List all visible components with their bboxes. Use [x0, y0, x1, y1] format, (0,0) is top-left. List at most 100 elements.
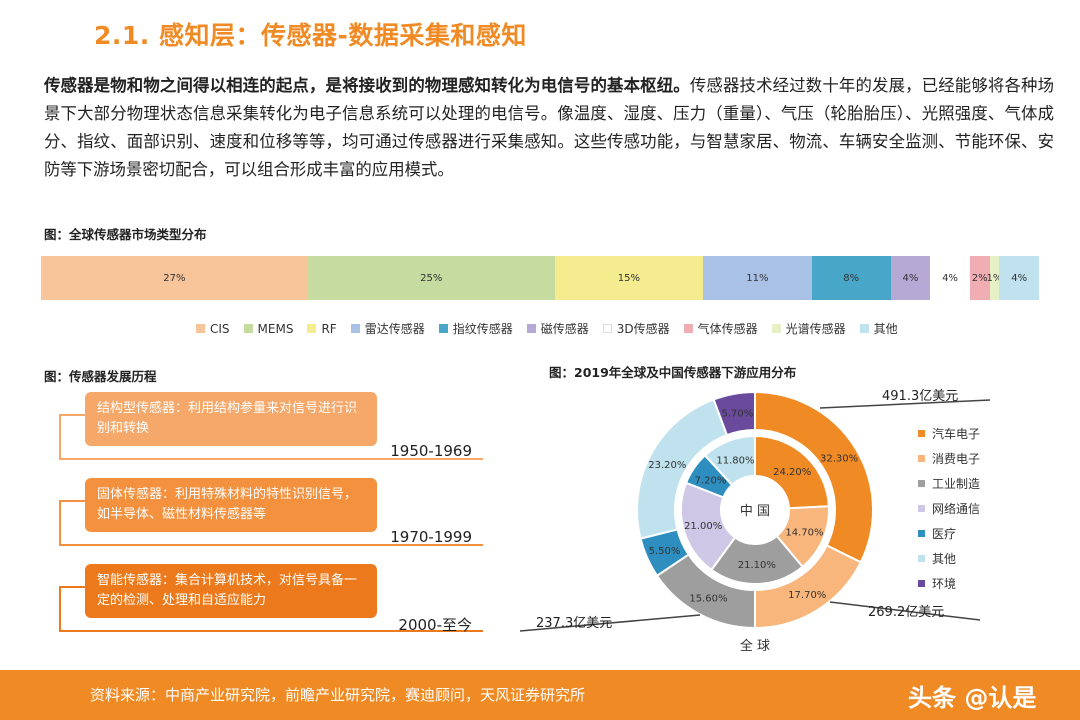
callout-line: [520, 614, 701, 632]
donut-legend-swatch: [918, 480, 925, 487]
legend-label: 3D传感器: [616, 322, 670, 336]
page-title: 2.1. 感知层：传感器-数据采集和感知: [94, 21, 527, 50]
legend-label: 雷达传感器: [364, 322, 425, 336]
figure1-caption: 图：全球传感器市场类型分布: [44, 227, 207, 242]
donut-legend-swatch: [918, 430, 925, 437]
timeline-bracket-stub: [59, 586, 87, 588]
bar-segment-label: 15%: [617, 272, 641, 284]
timeline-bracket-stub: [59, 414, 87, 416]
timeline-bracket-horizontal: [59, 544, 483, 546]
bar-segment-label: 11%: [746, 272, 769, 284]
donut-legend-label: 医疗: [932, 527, 956, 541]
donut-legend-swatch: [918, 555, 925, 562]
bar-segment: 4%: [999, 256, 1039, 300]
bar-segment-label: 8%: [843, 272, 860, 284]
figure2-caption: 图：传感器发展历程: [44, 369, 157, 384]
watermark-logo: 头条 @认是: [908, 684, 1037, 712]
bar-segment: 2%: [969, 256, 990, 300]
legend-item: 指纹传感器: [438, 320, 513, 337]
timeline-stage-box: 结构型传感器：利用结构参量来对信号进行识别和转换: [85, 392, 377, 446]
callout-label: 491.3亿美元: [882, 389, 958, 404]
timeline-bracket-vertical: [59, 414, 61, 460]
donut-legend-label: 消费电子: [932, 452, 980, 466]
global-ring-slice: [754, 390, 874, 564]
bar-segment-label: 25%: [420, 272, 443, 284]
source-note: 资料来源：中商产业研究院，前瞻产业研究院，赛迪顾问，天风证券研究所: [90, 686, 586, 704]
global-ring-label: 全 球: [740, 638, 770, 654]
bar-segment-label: 4%: [1011, 272, 1028, 284]
legend-swatch: [683, 324, 693, 333]
bar-segment: 1%: [986, 256, 1003, 300]
legend-item: 雷达传感器: [350, 320, 425, 337]
donut-legend-label: 网络通信: [932, 501, 980, 516]
timeline-years: 2000-至今: [398, 616, 472, 634]
legend-swatch: [771, 324, 781, 333]
donut-legend-label: 工业制造: [932, 477, 980, 491]
bar-segment: 25%: [307, 256, 555, 300]
legend-swatch: [526, 324, 536, 333]
legend-item: 磁传感器: [526, 320, 589, 337]
donut-legend-swatch: [918, 455, 925, 462]
china-ring-slice-label: 24.20%: [773, 467, 811, 478]
china-center-label: 中 国: [740, 504, 770, 519]
china-ring-slice-label: 11.80%: [716, 456, 754, 467]
global-ring-slice-label: 5.50%: [649, 546, 681, 557]
legend-item: 3D传感器: [602, 320, 670, 337]
timeline-bracket-horizontal: [59, 630, 483, 632]
legend-label: RF: [321, 321, 337, 336]
bar-segment: 11%: [703, 256, 812, 300]
china-ring-slice: [703, 434, 756, 487]
global-ring-slice-label: 5.70%: [721, 409, 753, 420]
china-ring-slice-label: 7.20%: [695, 475, 727, 486]
china-ring-slice-label: 21.00%: [684, 521, 722, 532]
legend-label: 光谱传感器: [785, 322, 846, 336]
legend-swatch: [243, 324, 253, 333]
bar-segment: 4%: [890, 256, 931, 300]
bar-segment: 4%: [930, 256, 970, 300]
timeline-bracket-stub: [59, 500, 87, 502]
bar-segment: 15%: [554, 256, 703, 300]
legend-swatch: [859, 324, 869, 333]
legend-label: 气体传感器: [697, 322, 758, 336]
timeline-stage-box: 智能传感器：集合计算机技术，对信号具备一定的检测、处理和自适应能力: [85, 564, 377, 618]
legend-swatch: [196, 324, 205, 333]
legend-item: MEMS: [243, 320, 294, 337]
china-ring-slice-label: 21.10%: [738, 560, 776, 571]
legend-item: 气体传感器: [683, 320, 758, 337]
legend-label: CIS: [210, 321, 230, 336]
timeline-bracket-vertical: [59, 500, 61, 546]
global-ring-slice-label: 32.30%: [820, 454, 858, 465]
legend-label: 指纹传感器: [452, 322, 513, 336]
intro-bold: 传感器是物和物之间得以相连的起点，是将接收到的物理感知转化为电信号的基本枢纽。: [44, 76, 690, 95]
bar-segment: 8%: [811, 256, 891, 300]
legend-item: 其他: [859, 320, 898, 337]
bar-segment-label: 4%: [902, 272, 919, 284]
donut-chart: 32.30% 17.70% 15.60% 5.50% 23.20% 5.70% 24.20%…: [520, 389, 991, 654]
china-ring-slice-label: 14.70%: [785, 528, 823, 539]
callout-line: [819, 399, 991, 409]
bar-segment: 27%: [41, 256, 308, 300]
legend-item: 光谱传感器: [771, 320, 846, 337]
legend-swatch: [307, 324, 317, 333]
donut-legend-label: 其他: [932, 552, 956, 566]
legend-label: 其他: [873, 322, 898, 336]
footer-bar: 资料来源：中商产业研究院，前瞻产业研究院，赛迪顾问，天风证券研究所 头条 @认是: [0, 670, 1080, 720]
legend-swatch: [350, 324, 360, 333]
stacked-bar-chart: 27% 25% 15% 11% 8% 4% 4% 2% 1% 4%: [41, 256, 1039, 300]
legend-item: CIS: [196, 320, 230, 337]
bar-segment-label: 1%: [986, 272, 1003, 284]
global-ring-slice-label: 15.60%: [689, 593, 727, 604]
donut-legend-swatch: [918, 505, 925, 512]
stacked-bar-legend: CIS MEMS RF 雷达传感器 指纹传感器 磁传感器 3D传感器 气体传感器 光谱传感器 其他: [196, 320, 912, 337]
bar-segment-label: 2%: [971, 272, 988, 284]
figure3-caption: 图：2019年全球及中国传感器下游应用分布: [549, 365, 797, 380]
legend-label: 磁传感器: [540, 322, 589, 336]
intro-paragraph: 传感器是物和物之间得以相连的起点，是将接收到的物理感知转化为电信号的基本枢纽。传…: [44, 72, 1054, 184]
global-ring-slice-label: 17.70%: [788, 590, 826, 601]
legend-label: MEMS: [257, 321, 294, 336]
global-ring-slice: [712, 390, 756, 437]
timeline-stage-box: 固体传感器：利用特殊材料的特性识别信号，如半导体、磁性材料传感器等: [85, 478, 377, 532]
global-ring-slice-label: 23.20%: [648, 460, 686, 471]
bar-segment-label: 27%: [163, 272, 186, 284]
legend-swatch: [438, 324, 448, 333]
